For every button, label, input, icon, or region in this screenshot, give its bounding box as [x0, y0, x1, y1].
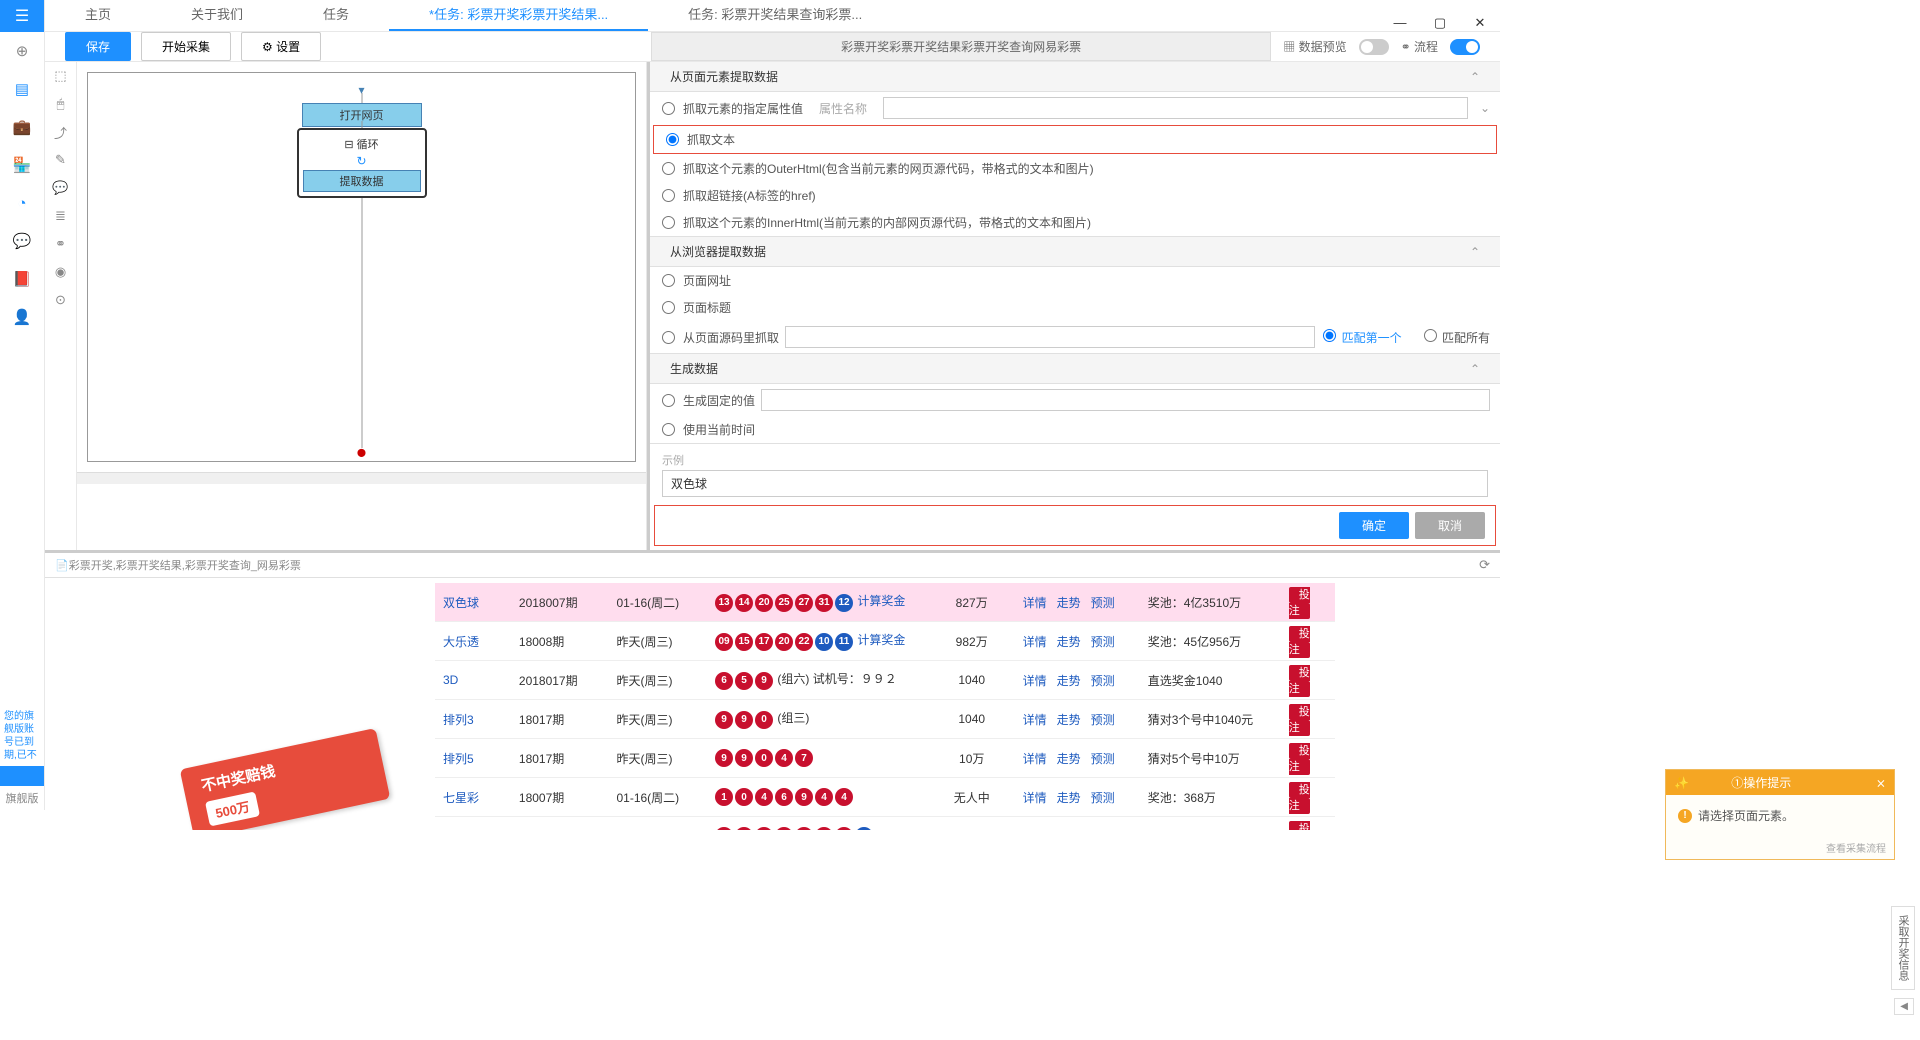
tool-5[interactable]: 💬 [45, 174, 76, 202]
warning-icon: ! [1678, 809, 1692, 823]
sidebar-icon-3[interactable]: 💼 [0, 108, 44, 146]
url-bar: 彩票开奖彩票开奖结果彩票开奖查询网易彩票 [651, 32, 1271, 61]
table-row: 排列5 18017期 昨天(周三) 99047 10万 详情走势预测 猜对5个号… [435, 739, 1335, 778]
canvas-scrollbar[interactable] [77, 472, 646, 484]
hamburger-icon[interactable]: ☰ [0, 0, 44, 32]
tab-home[interactable]: 主页 [45, 0, 151, 31]
cancel-button[interactable]: 取消 [1415, 512, 1485, 539]
radio-time[interactable] [662, 423, 675, 436]
sidebar-icon-8[interactable]: 👤 [0, 298, 44, 336]
tool-6[interactable]: ≣ [45, 202, 76, 230]
sidebar-icon-4[interactable]: 🏪 [0, 146, 44, 184]
tip-close-icon[interactable]: ⨯ [1876, 776, 1886, 790]
tool-sidebar: ⬚ 🖱 ⤴ ✎ 💬 ≣ ⚭ ◉ ⊙ [45, 62, 77, 550]
app-sidebar: ☰ ⊕ ▤ 💼 🏪 ◔ 💬 📕 👤 您的旗舰版账号已到期,已不 旗舰版 [0, 0, 45, 810]
table-row: 七乐彩 2018008期 昨天(周三) 0309182426282921 无人中… [435, 817, 1335, 831]
table-row: 双色球 2018007期 01-16(周二) 13142025273112 计算… [435, 583, 1335, 622]
radio-source[interactable] [662, 331, 675, 344]
node-extract[interactable]: 提取数据 [303, 170, 421, 192]
section-browser[interactable]: 从浏览器提取数据⌃ [650, 237, 1500, 267]
table-row: 七星彩 18007期 01-16(周二) 1046944 无人中 详情走势预测 … [435, 778, 1335, 817]
sidebar-footer-text: 您的旗舰版账号已到期,已不 [0, 706, 44, 766]
table-row: 排列3 18017期 昨天(周三) 990 (组三) 1040 详情走势预测 猜… [435, 700, 1335, 739]
radio-outerhtml[interactable] [662, 162, 675, 175]
section-page-element[interactable]: 从页面元素提取数据⌃ [650, 62, 1500, 92]
tip-footer-link[interactable]: 查看采集流程 [1666, 836, 1894, 859]
lottery-table: 双色球 2018007期 01-16(周二) 13142025273112 计算… [435, 583, 1335, 830]
sidebar-icon-5[interactable]: ◔ [0, 184, 44, 222]
tool-7[interactable]: ⚭ [45, 230, 76, 258]
preview-tab-icon: 📄 [55, 559, 69, 572]
sidebar-footer-block [0, 766, 44, 786]
section-generate[interactable]: 生成数据⌃ [650, 354, 1500, 384]
close-icon[interactable]: ✕ [1460, 15, 1500, 31]
top-tabs: 主页 关于我们 任务 *任务: 彩票开奖彩票开奖结果... 任务: 彩票开奖结果… [45, 0, 1500, 32]
promo-banner: ✕ 不中奖赔钱 500万 [185, 748, 385, 820]
confirm-button[interactable]: 确定 [1339, 512, 1409, 539]
attr-input[interactable] [883, 97, 1468, 119]
tool-9[interactable]: ⊙ [45, 286, 76, 314]
toolbar: 保存 开始采集 设置 彩票开奖彩票开奖结果彩票开奖查询网易彩票 ▦ 数据预览 ⚭… [45, 32, 1500, 62]
radio-innerhtml[interactable] [662, 216, 675, 229]
sidebar-icon-6[interactable]: 💬 [0, 222, 44, 260]
tab-task-active[interactable]: *任务: 彩票开奖彩票开奖结果... [389, 0, 648, 31]
table-row: 3D 2018017期 昨天(周三) 659 (组六) 试机号：９９２ 1040… [435, 661, 1335, 700]
radio-match-first[interactable] [1323, 329, 1336, 342]
preview-tab-title[interactable]: 彩票开奖,彩票开奖结果,彩票开奖查询_网易彩票 [69, 557, 301, 573]
tab-about[interactable]: 关于我们 [151, 0, 283, 31]
table-row: 大乐透 18008期 昨天(周三) 09151720221011 计算奖金 98… [435, 622, 1335, 661]
tool-1[interactable]: ⬚ [45, 62, 76, 90]
data-preview-label: ▦ 数据预览 [1283, 38, 1346, 55]
side-tab[interactable]: 采取开奖信息 [1891, 906, 1915, 990]
flow-canvas: ▾ 打开网页 ⊟ 循环 ↻ 提取数据 ⬤ [77, 62, 647, 550]
example-value: 双色球 [662, 470, 1488, 497]
save-button[interactable]: 保存 [65, 32, 131, 61]
data-preview-toggle[interactable] [1359, 39, 1389, 55]
tool-4[interactable]: ✎ [45, 146, 76, 174]
radio-url[interactable] [662, 274, 675, 287]
flow-toggle[interactable] [1450, 39, 1480, 55]
tab-task-2[interactable]: 任务: 彩票开奖结果查询彩票... [648, 0, 902, 31]
attr-dropdown-icon[interactable]: ⌄ [1480, 101, 1490, 115]
operation-tip: ✨ ①操作提示 ⨯ ! 请选择页面元素。 查看采集流程 [1665, 769, 1895, 860]
tool-3[interactable]: ⤴ [45, 118, 76, 146]
side-caret-icon[interactable]: ◀ [1894, 998, 1914, 1015]
radio-fixed[interactable] [662, 394, 675, 407]
radio-text[interactable] [666, 133, 679, 146]
reload-icon[interactable]: ⟳ [1479, 557, 1490, 573]
config-panel: 从页面元素提取数据⌃ 抓取元素的指定属性值 属性名称 ⌄ 抓取文本 [647, 62, 1500, 550]
example-label: 示例 [662, 450, 1488, 470]
minimize-icon[interactable]: — [1380, 15, 1420, 31]
radio-attr[interactable] [662, 102, 675, 115]
node-loop[interactable]: ⊟ 循环 ↻ 提取数据 [297, 128, 427, 198]
radio-match-all[interactable] [1424, 329, 1437, 342]
sidebar-icon-7[interactable]: 📕 [0, 260, 44, 298]
sidebar-icon-1[interactable]: ⊕ [0, 32, 44, 70]
flow-label: ⚭ 流程 [1401, 38, 1438, 55]
tab-tasks[interactable]: 任务 [283, 0, 389, 31]
sidebar-footer-label: 旗舰版 [0, 786, 44, 810]
radio-href[interactable] [662, 189, 675, 202]
start-button[interactable]: 开始采集 [141, 32, 231, 61]
sidebar-icon-2[interactable]: ▤ [0, 70, 44, 108]
preview-panel: 📄 彩票开奖,彩票开奖结果,彩票开奖查询_网易彩票 ⟳ 双色球 2018007期… [45, 550, 1500, 830]
flow-end-icon: ⬤ [357, 448, 366, 457]
source-input[interactable] [785, 326, 1315, 348]
radio-title[interactable] [662, 301, 675, 314]
fixed-input[interactable] [761, 389, 1490, 411]
tool-2[interactable]: 🖱 [45, 90, 76, 118]
tool-8[interactable]: ◉ [45, 258, 76, 286]
settings-button[interactable]: 设置 [241, 32, 321, 61]
maximize-icon[interactable]: ▢ [1420, 15, 1460, 31]
